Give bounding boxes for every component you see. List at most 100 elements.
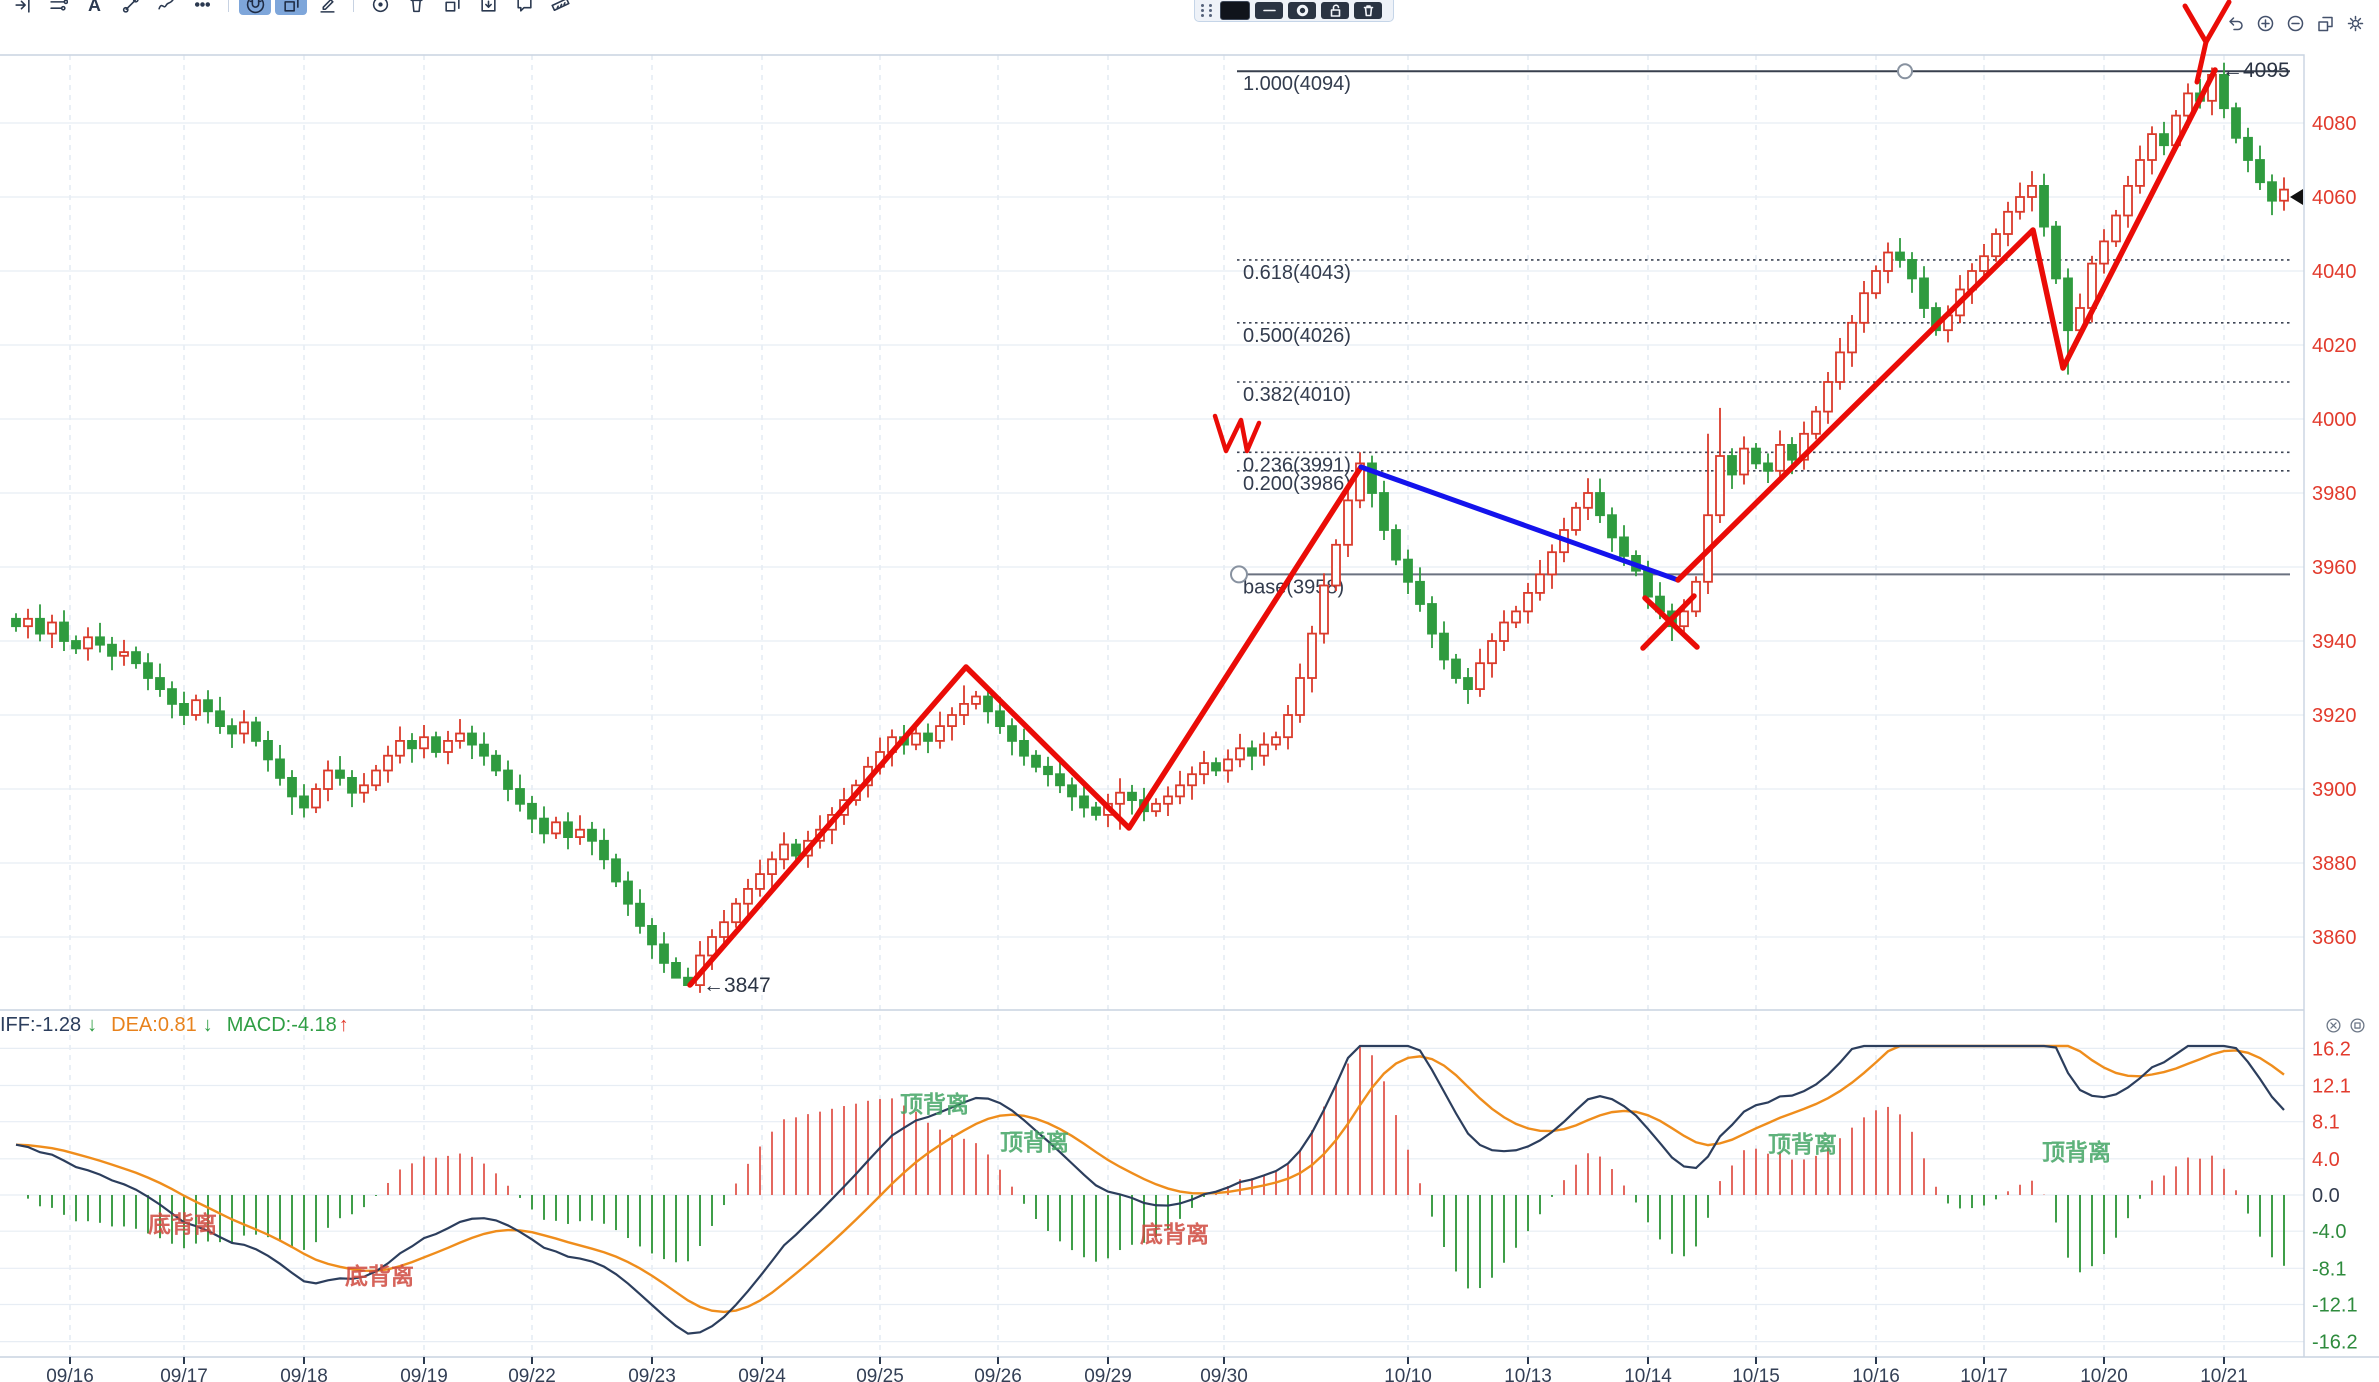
candle-body (299, 795, 309, 809)
candle-body (1679, 610, 1689, 628)
trend-lines-tool-icon[interactable] (47, 0, 69, 15)
candle-body (59, 621, 69, 642)
zoom-in-icon[interactable] (2254, 12, 2277, 35)
price-axis-label: 4060 (2312, 187, 2357, 209)
candle-body (167, 688, 177, 705)
fib-level-label: 0.200(3986) (1243, 473, 1351, 495)
date-axis-label: 10/10 (1384, 1366, 1432, 1382)
high-price-annotation: ←4095 (2222, 59, 2290, 82)
line-style-icon[interactable] (1255, 2, 1283, 19)
delete-icon[interactable] (1354, 2, 1382, 19)
macd-axis-label: 4.0 (2312, 1149, 2340, 1171)
drag-handle-icon[interactable] (1199, 3, 1215, 19)
candle-body (1439, 632, 1449, 661)
candle-body (467, 732, 477, 746)
fib-level-label: 1.000(4094) (1243, 73, 1351, 95)
candle-body (2003, 210, 2013, 235)
current-price-marker (2290, 189, 2303, 205)
clone-drawing-icon[interactable] (275, 0, 307, 15)
magnet-mode-icon[interactable] (239, 0, 271, 15)
text-tool-icon[interactable]: A (83, 0, 105, 15)
chart-frame (0, 54, 2379, 1358)
candle-body (2135, 159, 2145, 187)
more-tools-icon[interactable] (191, 0, 213, 15)
low-price-annotation: ←3847 (703, 974, 771, 997)
date-axis-label: 09/22 (508, 1366, 556, 1382)
red-y-mark[interactable] (2182, 3, 2209, 45)
candle-body (671, 962, 681, 979)
crosshair-tool-icon[interactable] (369, 0, 391, 15)
resize-icon[interactable] (2314, 12, 2337, 35)
fib-handle[interactable] (1897, 63, 1913, 80)
candle-body (143, 662, 153, 679)
diff-line (15, 1044, 2285, 1335)
zoom-out-icon[interactable] (2284, 12, 2307, 35)
candle-body (2159, 133, 2169, 147)
candle-body (1835, 351, 1845, 383)
candle-body (659, 943, 669, 964)
ruler-tool-icon[interactable] (549, 0, 571, 15)
candle-body (1115, 791, 1125, 805)
candle-body (1187, 773, 1197, 787)
candle-body (1451, 658, 1461, 679)
red-y-mark[interactable] (2194, 39, 2209, 85)
fib-level-label: 0.382(4010) (1243, 384, 1351, 406)
candle-body (1295, 677, 1305, 716)
indicator-pane-controls (2324, 1016, 2372, 1035)
measure-tool-icon[interactable] (119, 0, 141, 15)
candle-body (755, 873, 765, 890)
candle-body (731, 902, 741, 924)
divergence-label: 底背离 (345, 1263, 414, 1289)
candle-body (1799, 432, 1809, 461)
candle-body (611, 858, 621, 883)
candle-body (1307, 632, 1317, 679)
candle-body (1079, 795, 1089, 809)
candle-body (1991, 233, 2001, 258)
indicator-maximize-icon[interactable] (2348, 1016, 2367, 1035)
sidebar-toggle-icon[interactable] (11, 0, 33, 15)
indicator-close-icon[interactable] (2324, 1016, 2343, 1035)
candle-body (995, 710, 1005, 727)
undo-icon[interactable] (2224, 12, 2247, 35)
date-axis-label: 09/30 (1200, 1366, 1248, 1382)
candle-body (1643, 569, 1653, 598)
color-swatch[interactable] (1220, 1, 1250, 20)
comment-tool-icon[interactable] (513, 0, 535, 15)
candle-body (911, 732, 921, 746)
settings-icon[interactable] (2344, 12, 2367, 35)
candle-body (1859, 292, 1869, 324)
candle-body (443, 740, 453, 753)
save-template-icon[interactable] (477, 0, 499, 15)
lock-open-icon[interactable] (1321, 2, 1349, 19)
red-x-mark[interactable] (1640, 593, 1697, 651)
candle-body (1379, 492, 1389, 531)
candle-body (335, 769, 345, 779)
candle-body (2255, 159, 2265, 184)
macd-value: MACD:-4.18 (226, 1014, 337, 1036)
delete-drawing-icon[interactable] (405, 0, 427, 15)
red-trend-zigzag[interactable] (1675, 67, 2218, 583)
candle-body (1463, 677, 1473, 691)
brush-tool-icon[interactable] (155, 0, 177, 15)
macd-axis-label: 12.1 (2312, 1075, 2351, 1097)
candle-body (1511, 610, 1521, 624)
fib-level-label: 0.236(3991) (1243, 454, 1351, 476)
candle-body (1739, 447, 1749, 476)
candle-body (1283, 714, 1293, 739)
candle-body (1535, 573, 1545, 594)
candle-body (2039, 184, 2049, 228)
edit-mode-icon[interactable] (316, 0, 338, 15)
date-axis-label: 10/21 (2200, 1366, 2248, 1382)
red-y-mark[interactable] (2203, 0, 2232, 45)
red-trend-zigzag[interactable] (687, 464, 1364, 988)
blue-trendline[interactable] (1358, 464, 1681, 583)
fib-base-handle[interactable] (1230, 565, 1248, 584)
candle-body (323, 769, 333, 790)
candle-body (575, 828, 585, 839)
settings-icon[interactable] (1288, 2, 1316, 19)
red-w-mark[interactable] (1212, 413, 1262, 454)
candle-body (359, 784, 369, 794)
layers-icon[interactable] (441, 0, 463, 15)
candle-body (1331, 543, 1341, 587)
